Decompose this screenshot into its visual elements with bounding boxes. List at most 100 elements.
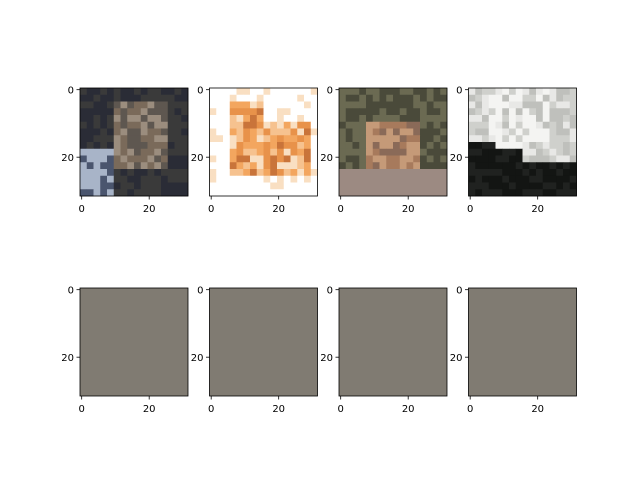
image-pixel	[372, 101, 380, 109]
image-pixel	[134, 169, 142, 177]
image-pixel	[522, 162, 530, 170]
image-pixel	[352, 108, 360, 116]
image-pixel	[542, 94, 550, 102]
y-tick-label: 0	[68, 85, 74, 96]
image-pixel	[556, 101, 564, 109]
image-pixel	[229, 108, 237, 116]
image-pixel	[113, 121, 121, 129]
image-pixel	[502, 108, 510, 116]
image-pixel	[250, 182, 258, 190]
image-pixel	[134, 162, 142, 170]
image-pixel	[161, 182, 169, 190]
image-pixel	[379, 175, 387, 183]
image-pixel	[243, 182, 251, 190]
image-pixel	[420, 142, 428, 150]
image-pixel	[488, 115, 496, 123]
image-pixel	[100, 128, 108, 136]
image-pixel	[440, 121, 448, 129]
image-pixel	[290, 155, 298, 163]
image-pixel	[563, 175, 571, 183]
image-pixel	[120, 155, 128, 163]
image-pixel	[140, 142, 148, 150]
image-pixel	[440, 108, 448, 116]
image-pixel	[345, 94, 353, 102]
image-pixel	[509, 169, 517, 177]
image-pixel	[440, 148, 448, 156]
image-pixel	[216, 115, 224, 123]
image-pixel	[426, 101, 434, 109]
image-pixel	[413, 175, 421, 183]
image-pixel	[426, 128, 434, 136]
image-pixel	[270, 88, 278, 96]
image-pixel	[393, 189, 401, 197]
image-pixel	[277, 162, 285, 170]
image-pixel	[181, 88, 189, 96]
image-pixel	[93, 101, 101, 109]
image-pixel	[113, 115, 121, 123]
image-pixel	[569, 162, 577, 170]
image-pixel	[290, 175, 298, 183]
image-pixel	[100, 121, 108, 129]
image-pixel	[263, 175, 271, 183]
image-pixel	[549, 101, 557, 109]
image-pixel	[256, 142, 264, 150]
image-pixel	[107, 148, 115, 156]
image-pixel	[250, 169, 258, 177]
image-pixel	[345, 135, 353, 143]
image-pixel	[120, 148, 128, 156]
image-deer	[339, 88, 448, 197]
image-pixel	[80, 155, 88, 163]
image-pixel	[229, 115, 237, 123]
image-pixel	[495, 88, 503, 96]
image-pixel	[345, 121, 353, 129]
image-pixel	[352, 101, 360, 109]
image-pixel	[154, 88, 162, 96]
image-pixel	[250, 128, 258, 136]
image-pixel	[100, 175, 108, 183]
image-pixel	[236, 175, 244, 183]
image-pixel	[406, 135, 414, 143]
image-pixel	[339, 94, 347, 102]
image-pixel	[482, 121, 490, 129]
image-pixel	[495, 148, 503, 156]
image-pixel	[536, 101, 544, 109]
image-pixel	[542, 189, 550, 197]
image-pixel	[372, 115, 380, 123]
image-pixel	[209, 175, 217, 183]
image-pixel	[536, 94, 544, 102]
image-pixel	[536, 162, 544, 170]
image-pixel	[522, 94, 530, 102]
image-pixel	[236, 162, 244, 170]
image-pixel	[161, 88, 169, 96]
image-pixel	[154, 169, 162, 177]
image-pixel	[229, 169, 237, 177]
image-pixel	[147, 135, 155, 143]
image-pixel	[270, 162, 278, 170]
image-pixel	[420, 101, 428, 109]
image-pixel	[181, 108, 189, 116]
image-pixel	[386, 162, 394, 170]
image-pixel	[488, 182, 496, 190]
image-pixel	[297, 108, 305, 116]
image-pixel	[147, 94, 155, 102]
image-pixel	[250, 175, 258, 183]
image-pixel	[161, 162, 169, 170]
image-pixel	[107, 189, 115, 197]
image-pixel	[440, 142, 448, 150]
image-pixel	[304, 108, 312, 116]
subplot-3: 0 20 0 20	[320, 85, 448, 215]
image-pixel	[372, 169, 380, 177]
image-pixel	[529, 148, 537, 156]
image-pixel	[379, 148, 387, 156]
image-pixel	[359, 101, 367, 109]
image-pixel	[426, 148, 434, 156]
image-pixel	[563, 169, 571, 177]
image-pixel	[556, 175, 564, 183]
image-pixel	[475, 175, 483, 183]
image-pixel	[542, 155, 550, 163]
image-pixel	[310, 155, 318, 163]
image-pixel	[549, 135, 557, 143]
y-tick-label: 0	[197, 85, 203, 96]
y-tick-label: 20	[191, 153, 204, 164]
image-pixel	[366, 169, 374, 177]
